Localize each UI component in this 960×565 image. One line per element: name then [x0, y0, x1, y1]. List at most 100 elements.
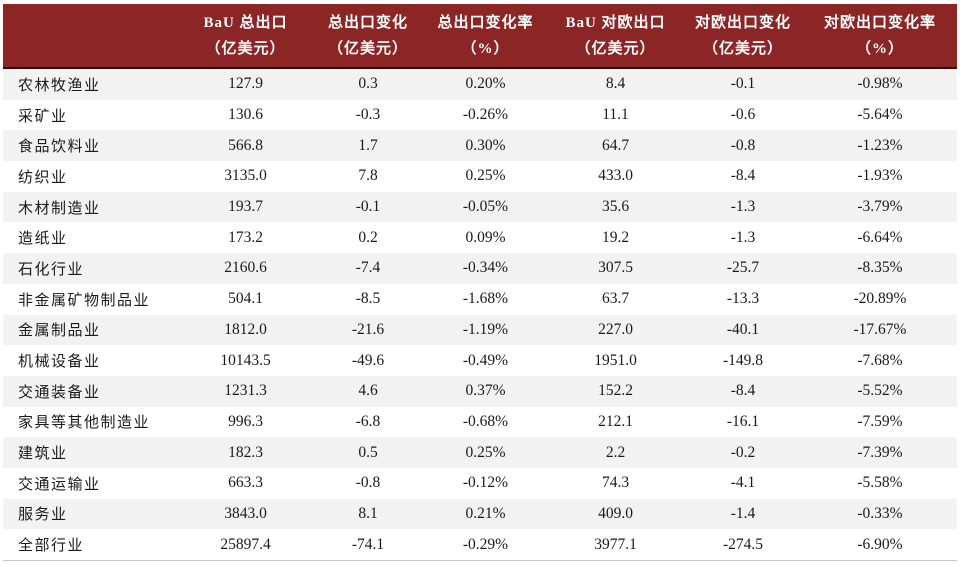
data-cell: 3843.0 — [224, 504, 267, 522]
table-row: 木材制造业 193.7 -0.1 -0.05% 35.6 -1.3 -3.79% — [3, 191, 957, 223]
data-cell: -0.26% — [462, 106, 509, 124]
header-title-line: 总出口变化 — [327, 14, 408, 31]
data-cell: -0.3 — [355, 106, 381, 124]
data-cell: 0.2 — [358, 228, 378, 246]
data-cell: 3135.0 — [224, 167, 267, 185]
data-cell: 0.25% — [465, 443, 506, 461]
data-cell: 2160.6 — [224, 259, 267, 277]
table-row: 机械设备业 10143.5 -49.6 -0.49% 1951.0 -149.8 -7.68… — [3, 345, 957, 376]
table-row: 服务业 3843.0 8.1 0.21% 409.0 -1.4 -0.33% — [3, 498, 957, 530]
data-cell: 25897.4 — [178, 529, 313, 562]
data-cell: -5.64% — [857, 106, 903, 124]
data-cell: 996.3 — [228, 412, 263, 430]
data-cell: 127.9 — [228, 75, 263, 93]
data-cell: -1.23% — [857, 136, 903, 154]
data-cell: 152.2 — [598, 382, 633, 400]
header-cell: 对欧出口变化率 （%） — [803, 4, 957, 69]
data-cell: 0.09% — [465, 228, 506, 246]
row-label-cell: 交通运输业 — [18, 476, 101, 493]
data-cell: 11.1 — [602, 106, 629, 124]
table-row: 金属制品业 1812.0 -21.6 -1.19% 227.0 -40.1 -17.67% — [3, 314, 957, 346]
table-row: 全部行业 25897.4 -74.1 -0.29% 3977.1 -274.5 -6.90% — [3, 529, 957, 562]
table-row: 建筑业 182.3 0.5 0.25% 2.2 -0.2 -7.39% — [3, 437, 957, 468]
data-cell: 0.5 — [358, 443, 378, 461]
data-cell: -8.4 — [730, 382, 756, 400]
row-label-cell: 金属制品业 — [18, 323, 101, 340]
table-row: 造纸业 173.2 0.2 0.09% 19.2 -1.3 -6.64% — [3, 222, 957, 254]
data-cell: -25.7 — [726, 259, 760, 277]
data-cell: -8.5 — [355, 290, 381, 308]
row-label-cell: 家具等其他制造业 — [18, 415, 151, 432]
data-cell: 8.4 — [605, 75, 626, 93]
data-cell: -1.93% — [857, 167, 903, 185]
table-row: 农林牧渔业 127.9 0.3 0.20% 8.4 -0.1 -0.98% — [3, 68, 957, 100]
header-cell: 对欧出口变化 （亿美元） — [683, 4, 803, 69]
data-cell: -0.49% — [462, 351, 509, 369]
data-cell: 10143.5 — [220, 351, 271, 369]
data-cell: 504.1 — [228, 290, 263, 308]
row-label-cell: 造纸业 — [18, 231, 68, 248]
data-cell: -0.29% — [423, 529, 548, 562]
data-cell: -0.34% — [462, 259, 509, 277]
header-cell: 总出口变化 （亿美元） — [313, 4, 423, 69]
data-cell: -0.1 — [730, 75, 756, 93]
row-label-cell: 食品饮料业 — [18, 139, 101, 156]
data-cell: 0.37% — [465, 382, 506, 400]
data-cell: 8.1 — [358, 504, 378, 522]
header-unit-line: （亿美元） — [205, 40, 286, 57]
data-cell: -6.64% — [857, 228, 903, 246]
data-cell: -0.6 — [730, 106, 756, 124]
data-cell: -0.8 — [730, 136, 756, 154]
header-title-line: 对欧出口变化 — [694, 14, 791, 31]
export-table: BaU 总出口 （亿美元） 总出口变化 （亿美元） 总出口变化率 （%） BaU 对欧出口 （… — [3, 4, 957, 562]
header-title-line: 总出口变化率 — [437, 14, 534, 31]
data-cell: 4.6 — [358, 382, 378, 400]
data-cell: -8.35% — [857, 259, 903, 277]
data-cell: -1.4 — [730, 504, 756, 522]
header-unit-line: （亿美元） — [702, 40, 783, 57]
header-cell: BaU 对欧出口 （亿美元） — [548, 4, 683, 69]
header-cell: BaU 总出口 （亿美元） — [178, 4, 313, 69]
data-cell: -7.68% — [857, 351, 903, 369]
data-cell: 74.3 — [601, 474, 630, 492]
data-cell: -13.3 — [726, 290, 760, 308]
data-cell: -1.3 — [730, 198, 756, 216]
data-cell: -0.12% — [462, 474, 509, 492]
data-cell: 19.2 — [601, 228, 630, 246]
header-cell: 总出口变化率 （%） — [423, 4, 548, 69]
data-cell: 2.2 — [605, 443, 626, 461]
row-label-cell: 机械设备业 — [18, 354, 101, 371]
table-row: 非金属矿物制品业 504.1 -8.5 -1.68% 63.7 -13.3 -20.89% — [3, 283, 957, 315]
data-cell: 409.0 — [598, 504, 633, 522]
data-cell: 1231.3 — [224, 382, 267, 400]
data-cell: -3.79% — [857, 198, 903, 216]
data-cell: 182.3 — [228, 443, 263, 461]
data-cell: -0.8 — [355, 474, 381, 492]
data-cell: -0.2 — [730, 443, 756, 461]
data-cell: 212.1 — [598, 412, 633, 430]
data-cell: 433.0 — [598, 167, 633, 185]
table-header-row: BaU 总出口 （亿美元） 总出口变化 （亿美元） 总出口变化率 （%） BaU 对欧出口 （… — [3, 4, 957, 69]
header-unit-line: （亿美元） — [327, 40, 408, 57]
data-cell: 35.6 — [601, 198, 630, 216]
data-cell: -7.59% — [857, 412, 903, 430]
header-title-line: BaU 对欧出口 — [565, 14, 666, 31]
data-cell: 63.7 — [601, 290, 630, 308]
data-cell: -5.58% — [857, 474, 903, 492]
data-cell: 1.7 — [358, 136, 378, 154]
data-cell: -274.5 — [683, 529, 803, 562]
data-cell: -40.1 — [726, 320, 760, 338]
table-header: BaU 总出口 （亿美元） 总出口变化 （亿美元） 总出口变化率 （%） BaU 对欧出口 （… — [3, 4, 957, 69]
data-cell: -1.19% — [462, 320, 509, 338]
table-body: 农林牧渔业 127.9 0.3 0.20% 8.4 -0.1 -0.98% 采矿业 130.6 -… — [3, 68, 957, 562]
data-cell: -0.68% — [462, 412, 509, 430]
row-label-cell: 全部行业 — [3, 529, 178, 562]
table-row: 石化行业 2160.6 -7.4 -0.34% 307.5 -25.7 -8.35% — [3, 253, 957, 284]
header-unit-line: （%） — [855, 40, 904, 57]
data-cell: -16.1 — [726, 412, 760, 430]
data-cell: 663.3 — [228, 474, 263, 492]
row-label-cell: 服务业 — [18, 507, 68, 524]
data-cell: -17.67% — [853, 320, 907, 338]
header-unit-line: （亿美元） — [575, 40, 656, 57]
data-cell: 193.7 — [228, 198, 263, 216]
